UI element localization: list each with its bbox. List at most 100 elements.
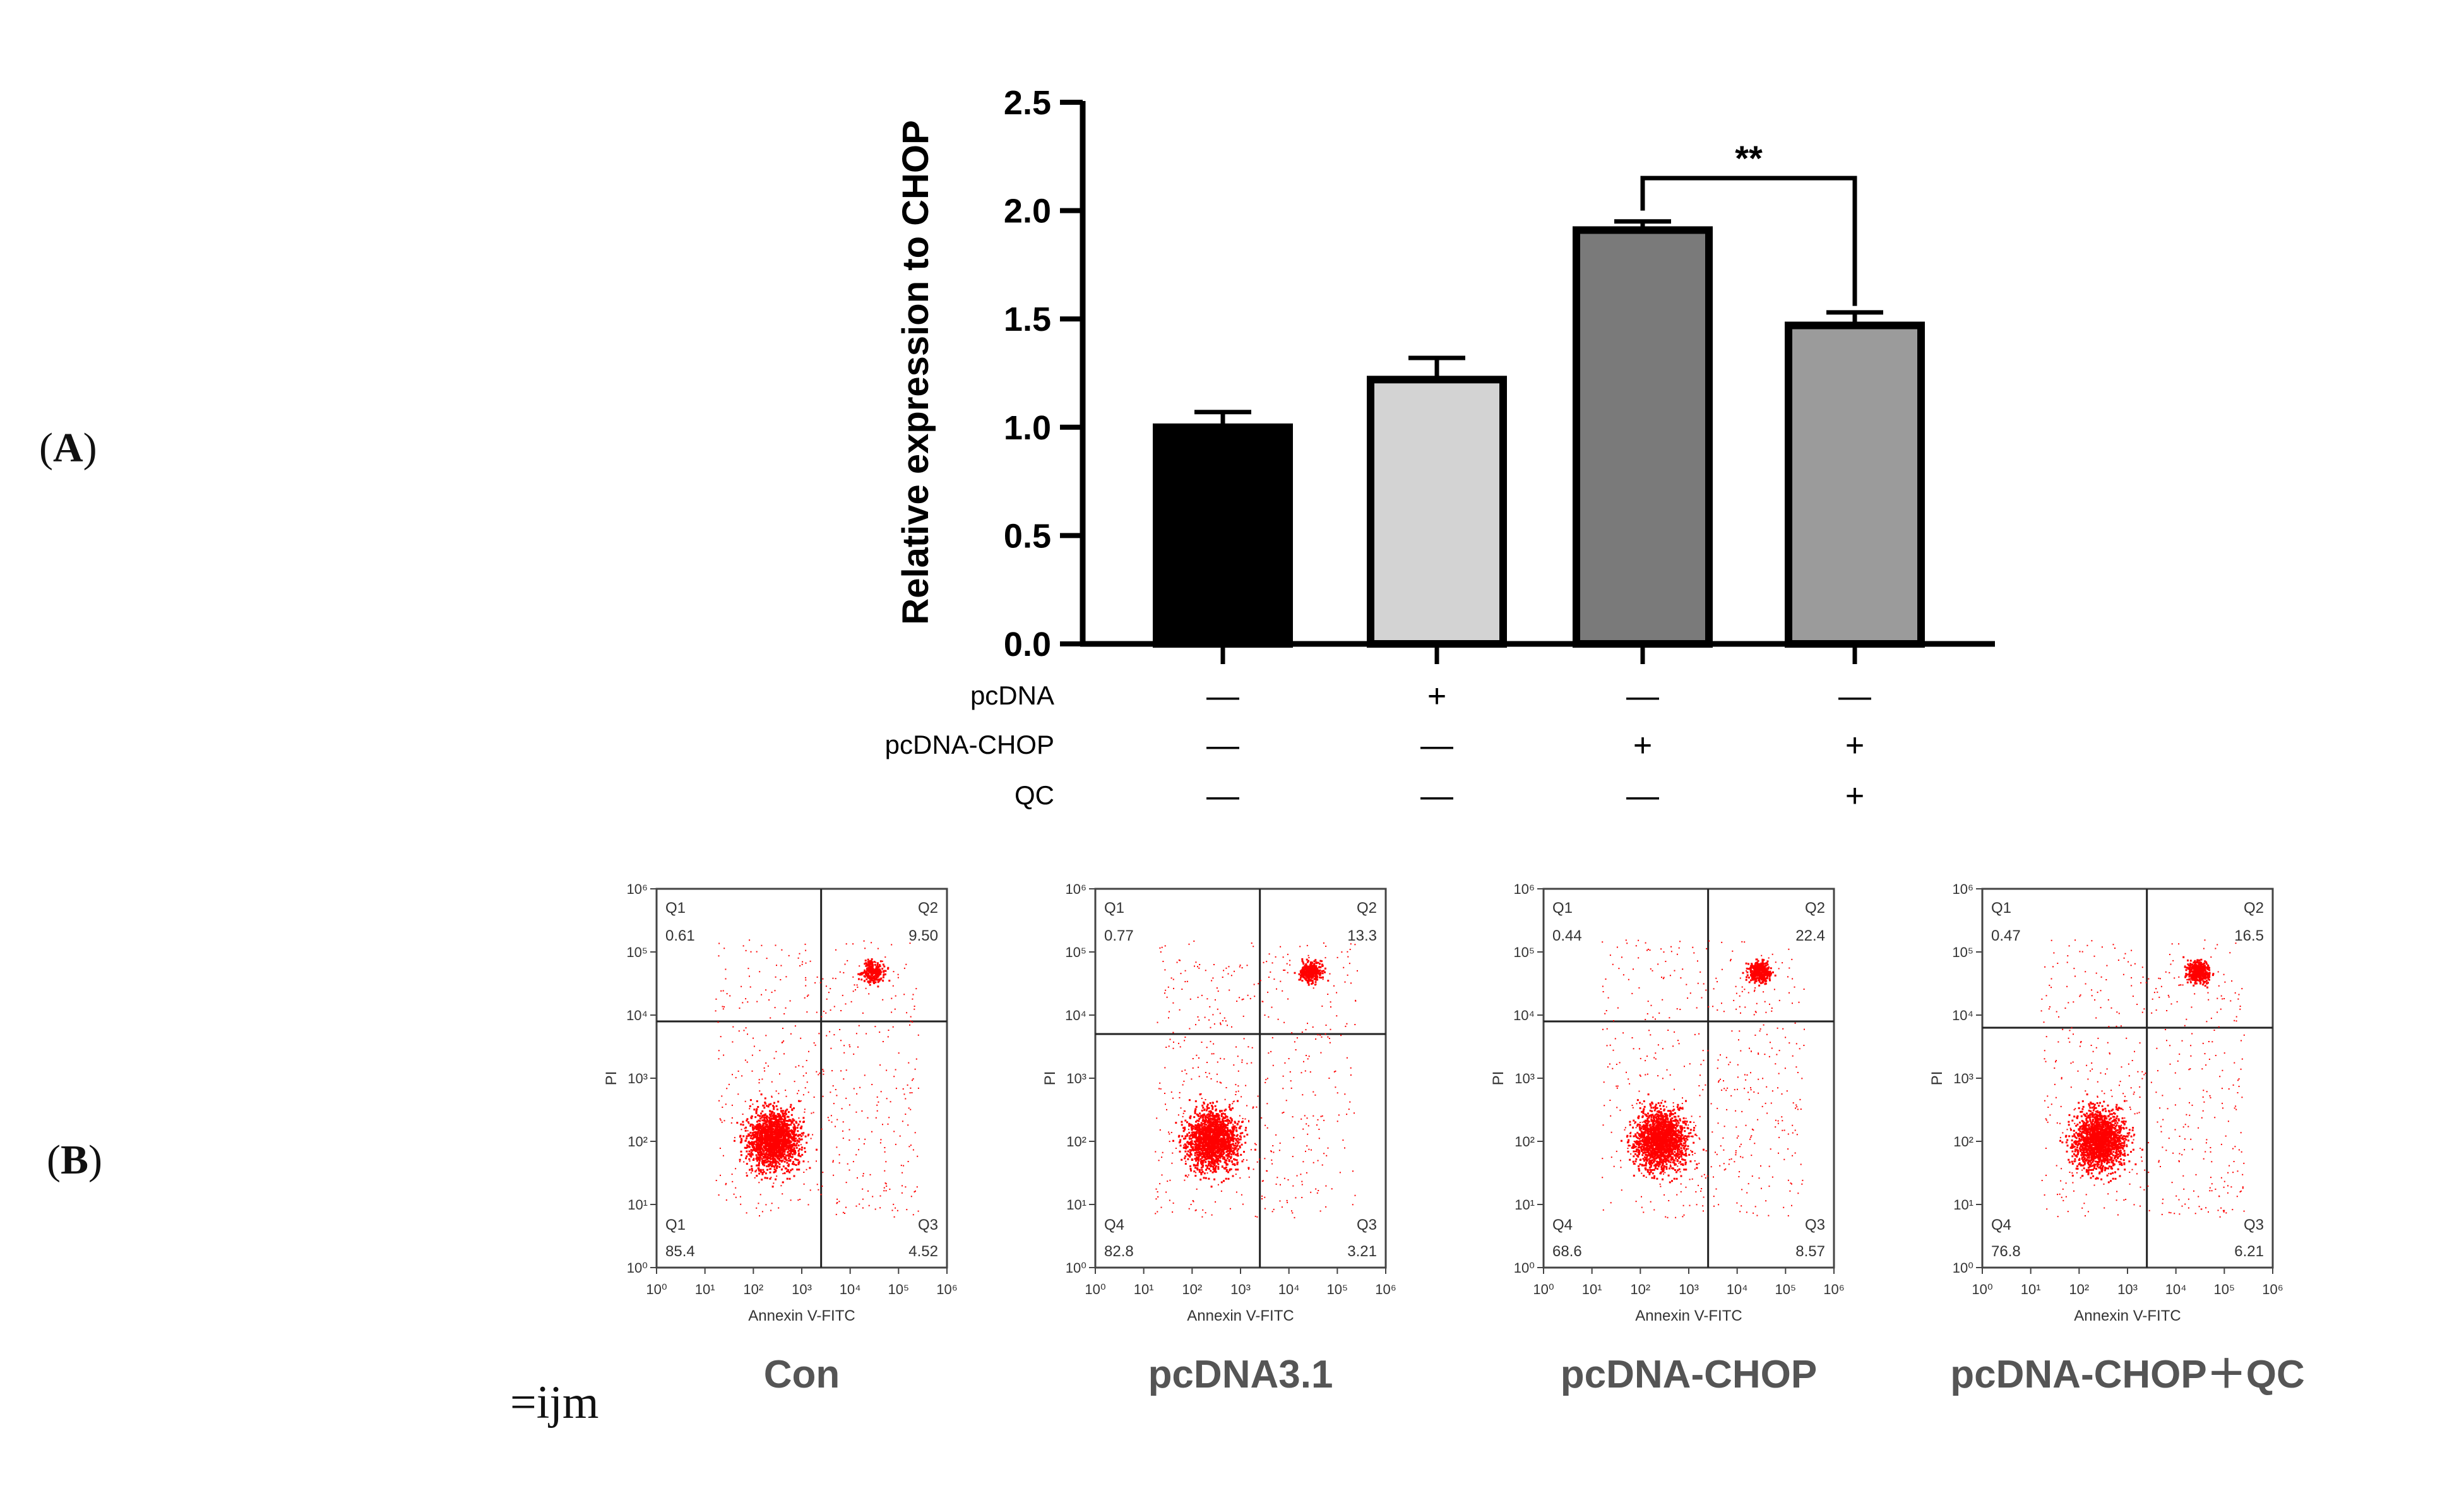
x-tick-label: 10³ [2117, 1281, 2138, 1297]
quadrant-name: Q4 [1991, 1216, 2011, 1234]
y-tick-label: 10² [628, 1134, 648, 1150]
treatment-mark: — [1206, 778, 1239, 814]
x-tick-label: 10⁵ [1775, 1281, 1797, 1297]
quadrant-value: 0.61 [665, 927, 695, 944]
y-tick-label: 10⁰ [1066, 1260, 1086, 1276]
treatment-mark: — [1206, 678, 1239, 715]
quadrant-value: 0.77 [1104, 927, 1134, 944]
quadrant-name: Q1 [1552, 900, 1573, 917]
y-tick-label: 10² [1953, 1134, 1973, 1150]
treatment-mark: — [1420, 727, 1453, 764]
y-tick-label: 10⁵ [1952, 944, 1973, 960]
scatter-points [1155, 940, 1358, 1218]
bar-chart: 0.0 0.5 1.0 1.5 2.0 2.5 Relative expression to… [885, 84, 1995, 814]
x-tick-label: 10¹ [1134, 1281, 1154, 1297]
y-tick-label: 10⁶ [1952, 881, 1973, 897]
treatment-mark: — [1206, 727, 1239, 764]
plot-title: pcDNA-CHOP＋QC [1950, 1353, 2304, 1396]
x-tick-label: 10⁶ [1823, 1281, 1845, 1297]
y-tick-label: 10² [1515, 1134, 1535, 1150]
y-tick-label: 0.5 [1004, 517, 1051, 555]
y-tick-label: 2.5 [1004, 84, 1051, 122]
quadrant-name: Q2 [2244, 900, 2264, 917]
y-tick-label: 1.5 [1004, 300, 1051, 338]
significance-label: ** [1735, 138, 1763, 178]
y-tick-label: 10⁰ [1953, 1260, 1973, 1276]
scatter-density [1602, 939, 1805, 1218]
significance-bracket [1640, 175, 1857, 306]
plot-frame [1542, 888, 1835, 1269]
y-tick-label: 10³ [1515, 1071, 1535, 1086]
quadrant-name: Q4 [1552, 1216, 1573, 1234]
y-tick-label: 10⁵ [1513, 944, 1535, 960]
plot-frame [1094, 888, 1387, 1269]
quadrant-value: 82.8 [1104, 1243, 1134, 1260]
quadrant-name: Q3 [1357, 1216, 1377, 1234]
flow-plot: Q1 0.61 Q2 9.50 Q1 85.4 Q3 4.52 10⁰ 10⁰ 10¹ 10¹ 10² 1… [603, 881, 958, 1396]
x-axis-label: Annexin V-FITC [748, 1307, 855, 1324]
quadrant-name: Q3 [1805, 1216, 1825, 1234]
treatment-mark: + [1845, 778, 1864, 814]
quadrant-value: 8.57 [1795, 1243, 1825, 1260]
x-tick-label: 10⁶ [1375, 1281, 1396, 1297]
flow-cytometry-panel: Q1 0.61 Q2 9.50 Q1 85.4 Q3 4.52 10⁰ 10⁰ 10¹ 10¹ 10² 1… [603, 881, 2305, 1396]
scatter-points [2040, 939, 2245, 1218]
bar [1153, 423, 1293, 648]
treatment-mark: + [1427, 678, 1446, 715]
flow-plot: Q1 0.77 Q2 13.3 Q4 82.8 Q3 3.21 10⁰ 10⁰ 10¹ 10¹ 10² 1… [1042, 881, 1396, 1396]
x-tick-label: 10¹ [2021, 1281, 2041, 1297]
x-tick-label: 10² [1182, 1281, 1202, 1297]
flow-plot: Q1 0.47 Q2 16.5 Q4 76.8 Q3 6.21 10⁰ 10⁰ 10¹ 10¹ 10² 1… [1929, 881, 2305, 1396]
x-tick-label: 10² [1630, 1281, 1650, 1297]
x-tick-label: 10¹ [1582, 1281, 1602, 1297]
quadrant-name: Q1 [665, 1216, 686, 1234]
treatment-label: QC [1015, 780, 1054, 810]
y-tick-label: 1.0 [1004, 409, 1051, 447]
y-tick-label: 10² [1066, 1134, 1086, 1150]
quadrant-name: Q1 [1991, 900, 2011, 917]
scatter-density [1155, 940, 1358, 1218]
x-tick-label: 10⁰ [646, 1281, 667, 1297]
x-tick-label: 10⁶ [2262, 1281, 2283, 1297]
y-tick-label: 10¹ [1515, 1197, 1535, 1213]
treatment-mark: — [1420, 778, 1453, 814]
treatment-mark: — [1626, 678, 1659, 715]
treatment-mark: + [1633, 727, 1652, 764]
y-axis-label: PI [603, 1071, 620, 1086]
x-axis-label: Annexin V-FITC [2074, 1307, 2181, 1324]
quadrant-value: 68.6 [1552, 1243, 1582, 1260]
quadrant-value: 0.47 [1991, 927, 2021, 944]
quadrant-value: 0.44 [1552, 927, 1582, 944]
y-tick-label: 10¹ [1066, 1197, 1086, 1213]
quadrant-value: 76.8 [1991, 1243, 2021, 1260]
y-tick-label: 10¹ [1953, 1197, 1973, 1213]
y-tick-label: 10⁰ [1514, 1260, 1535, 1276]
y-tick-label: 10³ [628, 1071, 648, 1086]
y-tick-label: 10¹ [628, 1197, 648, 1213]
x-tick-label: 10³ [1230, 1281, 1251, 1297]
quadrant-value: 9.50 [908, 927, 938, 944]
quadrant-value: 85.4 [665, 1243, 695, 1260]
scatter-points [715, 939, 919, 1218]
x-tick-label: 10⁵ [2214, 1281, 2235, 1297]
x-tick-label: 10⁵ [888, 1281, 910, 1297]
quadrant-value: 4.52 [908, 1243, 938, 1260]
plot-frame [1981, 888, 2274, 1269]
x-tick-label: 10³ [792, 1281, 812, 1297]
stray-text: =ijm [510, 1377, 599, 1429]
y-axis-label: PI [1042, 1071, 1059, 1086]
scatter-density [715, 939, 919, 1218]
x-tick-label: 10⁴ [1278, 1281, 1300, 1297]
treatment-mark: — [1838, 678, 1871, 715]
y-tick-label: 10⁴ [1952, 1008, 1973, 1023]
plot-title: Con [764, 1353, 840, 1396]
quadrant-value: 6.21 [2234, 1243, 2264, 1260]
x-tick-label: 10⁴ [2165, 1281, 2187, 1297]
y-tick-label: 10⁶ [1513, 881, 1535, 897]
quadrant-name: Q2 [918, 900, 938, 917]
plot-title: pcDNA-CHOP [1561, 1353, 1817, 1396]
plot-frame [655, 888, 948, 1269]
y-axis-label: Relative expression to CHOP [895, 120, 936, 624]
x-tick-label: 10³ [1679, 1281, 1699, 1297]
y-tick-label: 10⁶ [626, 881, 648, 897]
